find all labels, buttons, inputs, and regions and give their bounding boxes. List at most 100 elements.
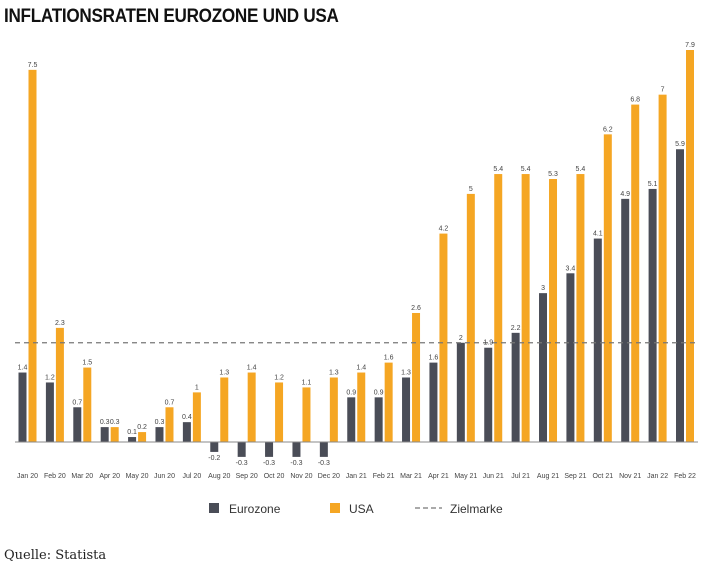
x-tick-label: Mar 21 [400,473,422,480]
legend-label-eurozone: Eurozone [229,502,281,516]
value-label-usa: 1.1 [302,379,312,386]
value-label-eurozone: 4.9 [620,191,630,198]
bar-usa [302,387,311,442]
x-tick-label: Jan 20 [17,473,38,480]
value-label-usa: 4.2 [439,226,449,233]
x-tick-label: Oct 20 [264,473,285,480]
x-tick-label: Jul 21 [511,473,530,480]
value-label-eurozone: 1.3 [401,369,411,376]
value-label-usa: 1.4 [247,365,257,372]
value-label-usa: 2.3 [55,320,65,327]
value-label-usa: 5.4 [521,166,531,173]
x-tick-label: Apr 21 [428,473,449,480]
value-label-eurozone: 5.1 [648,181,658,188]
bar-usa [192,392,201,442]
bar-eurozone [484,347,493,442]
bar-group [18,50,694,457]
value-label-eurozone: -0.3 [236,460,248,467]
value-label-eurozone: 0.7 [72,399,82,406]
bar-eurozone [182,422,191,442]
value-label-usa: 1.2 [274,374,284,381]
bar-usa [412,312,421,442]
x-tick-label: Dec 20 [318,473,340,480]
value-label-usa: 5.3 [548,171,558,178]
bar-eurozone [456,342,465,442]
bar-eurozone [621,198,630,442]
bar-usa [686,50,694,442]
bar-eurozone [100,427,109,442]
value-label-eurozone: 0.1 [127,429,137,436]
bar-usa [55,327,64,442]
x-tick-label: Feb 21 [373,473,395,480]
x-tick-label-group: Jan 20 Feb 20 Mar 20 Apr 20 May 20 Jun 20 Jul … [17,473,696,480]
value-label-eurozone: -0.2 [208,455,220,462]
value-label-eurozone: 2.2 [511,325,521,332]
value-label-eurozone: 2 [459,335,463,342]
legend-swatch-usa [330,503,340,513]
x-tick-label: Sep 20 [236,473,258,480]
bar-usa [466,193,475,442]
bar-eurozone [210,442,219,452]
value-label-usa: 1.3 [219,369,229,376]
value-label-usa: 5.4 [576,166,586,173]
x-tick-label: Feb 22 [674,473,696,480]
value-label-usa: 5 [469,186,473,193]
bar-eurozone [566,273,575,442]
x-tick-label: Jan 21 [346,473,367,480]
bar-usa [247,372,256,442]
bar-usa [658,94,667,442]
x-tick-label: Nov 20 [290,473,312,480]
bar-usa [220,377,229,442]
value-label-eurozone: 0.3 [100,419,110,426]
value-label-usa: 7 [661,87,665,94]
x-tick-label: Aug 21 [537,473,559,480]
bar-usa [83,367,92,442]
value-label-usa: 1 [195,384,199,391]
bar-eurozone [648,188,657,442]
bar-usa [138,432,147,442]
bar-usa [110,427,119,442]
value-label-usa: 0.7 [165,399,175,406]
value-label-usa: 7.5 [28,62,38,69]
value-label-usa: 2.6 [411,305,421,312]
value-label-eurozone: -0.3 [318,460,330,467]
bar-eurozone [237,442,246,457]
bar-eurozone [511,332,520,442]
bar-eurozone [319,442,328,457]
value-label-group: 1.47.51.22.30.71.50.3 0.30.10.20.30.70.41… [18,42,695,467]
legend-label-usa: USA [349,502,374,516]
bar-usa [275,382,284,442]
bar-eurozone [292,442,301,457]
bar-eurozone [539,293,548,442]
bar-eurozone [593,238,602,442]
value-label-eurozone: 3.4 [566,265,576,272]
value-label-eurozone: -0.3 [290,460,302,467]
x-tick-label: Jan 22 [647,473,668,480]
bar-eurozone [18,372,27,442]
value-label-usa: 0.3 [110,419,120,426]
bar-usa [631,104,640,442]
value-label-eurozone: 5.9 [675,141,685,148]
bar-usa [28,69,37,442]
value-label-usa: 6.2 [603,126,613,133]
bar-eurozone [45,382,54,442]
value-label-eurozone: 1.2 [45,374,55,381]
bar-eurozone [128,437,137,442]
bar-eurozone [265,442,274,457]
source-note: Quelle: Statista [4,548,107,563]
bar-usa [549,179,558,442]
bar-eurozone [429,362,438,442]
x-tick-label: Oct 21 [592,473,613,480]
x-tick-label: Jun 20 [154,473,175,480]
value-label-usa: 7.9 [685,42,695,49]
value-label-eurozone: 1.4 [18,365,28,372]
value-label-usa: 0.2 [137,424,147,431]
bar-eurozone [676,149,684,443]
x-tick-label: Sep 21 [564,473,586,480]
value-label-eurozone: 0.4 [182,414,192,421]
bar-usa [384,362,393,442]
value-label-usa: 1.6 [384,355,394,362]
value-label-eurozone: 0.3 [155,419,165,426]
x-tick-label: Jun 21 [483,473,504,480]
